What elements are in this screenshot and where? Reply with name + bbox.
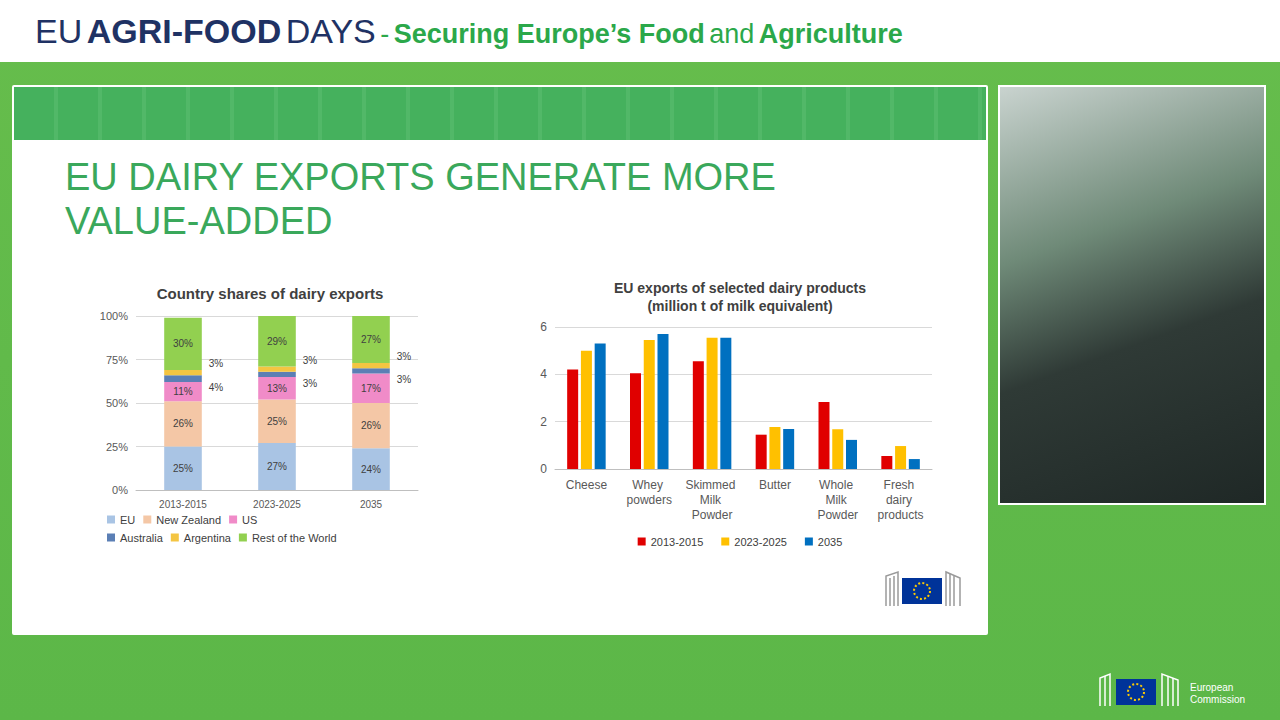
svg-text:Milk: Milk [700,493,725,507]
svg-text:2035: 2035 [818,536,842,548]
svg-text:17%: 17% [361,383,381,394]
svg-text:Milk: Milk [825,493,850,507]
svg-text:2023-2025: 2023-2025 [734,536,787,548]
svg-text:4%: 4% [209,382,224,393]
svg-text:New Zealand: New Zealand [156,514,221,526]
svg-text:Powder: Powder [692,508,733,522]
svg-text:2023-2025: 2023-2025 [253,499,301,510]
html-text:EU DAIRY EXPORTS GENERATE MORE: EU DAIRY EXPORTS GENERATE MORE VALUE-ADD… [65,156,776,242]
svg-text:26%: 26% [173,418,193,429]
svg-text:Argentina: Argentina [184,532,232,544]
svg-text:2035: 2035 [360,499,383,510]
svg-text:3%: 3% [303,355,318,366]
svg-text:26%: 26% [361,420,381,431]
svg-text:27%: 27% [361,334,381,345]
svg-text:dairy: dairy [886,493,915,507]
svg-text:27%: 27% [267,461,287,472]
svg-text:Skimmed: Skimmed [685,478,738,492]
svg-text:Rest of the World: Rest of the World [252,532,337,544]
svg-text:50%: 50% [106,397,128,409]
svg-text:0: 0 [540,462,547,476]
svg-text:powders: powders [627,493,672,507]
svg-text:24%: 24% [361,464,381,475]
svg-text:30%: 30% [173,338,193,349]
svg-text:2013-2015: 2013-2015 [651,536,704,548]
svg-text:Cheese: Cheese [566,478,608,492]
svg-text:US: US [242,514,257,526]
svg-text:4: 4 [540,367,547,381]
svg-text:3%: 3% [397,351,412,362]
svg-text:25%: 25% [173,463,193,474]
svg-text:13%: 13% [267,383,287,394]
svg-text:EU exports of selected dairy p: EU exports of selected dairy products [614,280,866,296]
svg-text:Whey: Whey [632,478,666,492]
html-text:EU AGRI-FOOD DAYS- Securing Eu: EU AGRI-FOOD DAYS- Securing Europe’s Foo… [35,12,903,50]
svg-text:Fresh: Fresh [884,478,918,492]
svg-text:(million t of milk equivalent): (million t of milk equivalent) [647,298,832,314]
svg-text:3%: 3% [303,378,318,389]
svg-text:2013-2015: 2013-2015 [159,499,207,510]
svg-text:100%: 100% [100,310,128,322]
svg-text:Whole: Whole [819,478,856,492]
svg-text:0%: 0% [112,484,128,496]
svg-text:products: products [878,508,924,522]
svg-text:2: 2 [540,415,547,429]
svg-text:25%: 25% [267,416,287,427]
svg-text:29%: 29% [267,336,287,347]
svg-text:Powder: Powder [817,508,858,522]
svg-text:Country shares of dairy export: Country shares of dairy exports [157,285,384,302]
svg-text:3%: 3% [209,358,224,369]
html-text:European Commission: European Commission [1190,682,1245,705]
svg-text:Butter: Butter [759,478,791,492]
svg-text:Australia: Australia [120,532,164,544]
svg-text:25%: 25% [106,441,128,453]
svg-text:75%: 75% [106,354,128,366]
svg-text:EU: EU [120,514,135,526]
svg-text:3%: 3% [397,374,412,385]
svg-text:11%: 11% [173,386,192,397]
svg-text:6: 6 [540,320,547,334]
